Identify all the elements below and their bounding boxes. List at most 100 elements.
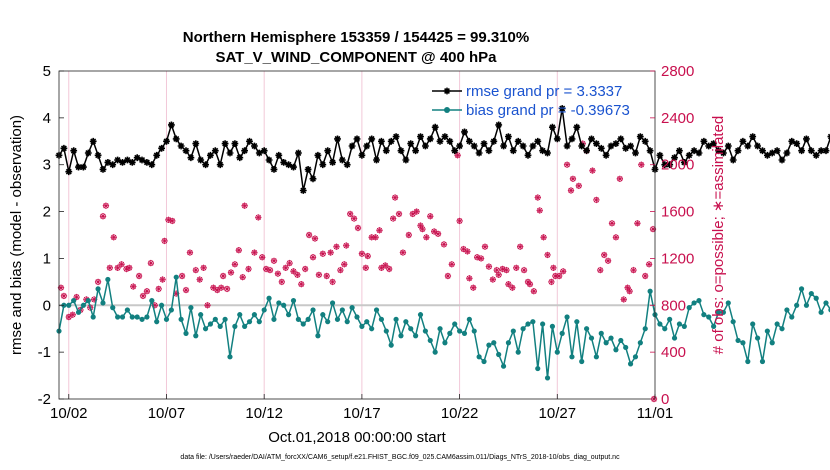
bias-marker xyxy=(271,316,277,322)
obs-assimilated-marker xyxy=(315,271,323,278)
obs-assimilated-marker xyxy=(530,288,537,295)
bias-marker xyxy=(339,307,345,313)
rmse-marker xyxy=(466,137,473,145)
rmse-marker xyxy=(700,137,708,145)
obs-assimilated-marker xyxy=(151,302,158,309)
obs-assimilated-marker xyxy=(601,251,608,259)
bias-marker xyxy=(447,330,453,336)
y-right-tick-label: 1600 xyxy=(661,204,694,221)
bias-marker xyxy=(163,316,170,322)
rmse-marker xyxy=(324,147,332,155)
legend: rmse grand pr = 3.3337 bias grand pr = -… xyxy=(432,83,630,119)
bias-marker xyxy=(554,349,560,355)
rmse-marker xyxy=(285,161,292,169)
bias-marker xyxy=(329,300,336,306)
obs-assimilated-marker xyxy=(319,250,326,257)
obs-assimilated-marker xyxy=(282,264,289,271)
bias-marker xyxy=(310,307,316,313)
obs-assimilated-marker xyxy=(241,202,248,209)
bias-marker xyxy=(349,305,355,311)
bias-marker xyxy=(237,312,243,318)
obs-assimilated-marker xyxy=(343,242,350,249)
bias-marker xyxy=(525,321,531,327)
legend-bias-marker xyxy=(444,107,450,113)
rmse-marker xyxy=(602,151,610,159)
obs-assimilated-marker xyxy=(102,202,110,209)
obs-assimilated-marker xyxy=(509,284,516,291)
rmse-marker xyxy=(617,135,625,143)
rmse-marker xyxy=(553,135,561,143)
bias-marker xyxy=(344,319,350,325)
bias-marker xyxy=(207,321,214,327)
obs-assimilated-marker xyxy=(245,265,252,273)
obs-assimilated-marker xyxy=(536,207,543,214)
rmse-marker xyxy=(812,151,820,159)
rmse-marker xyxy=(422,142,429,150)
rmse-marker xyxy=(558,105,566,112)
obs-assimilated-marker xyxy=(274,270,282,277)
obs-assimilated-marker xyxy=(192,266,199,274)
rmse-marker xyxy=(739,137,747,145)
bias-marker xyxy=(373,307,380,313)
rmse-marker xyxy=(509,147,517,155)
obs-assimilated-marker xyxy=(604,257,612,264)
obs-assimilated-marker xyxy=(548,278,555,286)
rmse-marker xyxy=(778,156,786,164)
rmse-marker xyxy=(544,149,551,157)
rmse-marker xyxy=(690,147,698,155)
bias-marker xyxy=(398,333,404,339)
bias-marker xyxy=(691,300,697,306)
rmse-marker xyxy=(514,137,522,145)
rmse-marker xyxy=(168,121,175,129)
rmse-marker xyxy=(768,149,776,157)
obs-assimilated-marker xyxy=(456,217,463,225)
bias-marker xyxy=(119,314,126,320)
obs-assimilated-marker xyxy=(517,243,524,250)
rmse-marker xyxy=(436,137,444,145)
rmse-marker xyxy=(231,140,239,147)
rmse-marker xyxy=(65,168,73,176)
rmse-marker xyxy=(729,156,737,164)
bias-marker xyxy=(471,328,477,334)
bias-marker xyxy=(505,340,512,346)
rmse-marker xyxy=(314,151,322,159)
rmse-marker xyxy=(495,121,503,129)
rmse-marker xyxy=(793,140,801,147)
obs-assimilated-marker xyxy=(57,284,65,291)
rmse-marker xyxy=(255,149,263,157)
obs-assimilated-marker xyxy=(286,259,293,267)
bias-marker xyxy=(393,316,399,322)
rmse-marker xyxy=(773,147,781,155)
bias-marker xyxy=(706,314,712,320)
bias-marker xyxy=(642,326,648,332)
rmse-marker xyxy=(680,159,688,166)
obs-assimilated-marker xyxy=(395,210,403,218)
rmse-marker xyxy=(192,140,200,147)
bias-marker xyxy=(662,326,668,332)
obs-assimilated-marker xyxy=(597,266,604,274)
obs-assimilated-marker xyxy=(485,263,493,270)
bias-marker xyxy=(290,298,297,304)
bias-marker xyxy=(789,314,795,320)
bias-marker xyxy=(173,274,179,280)
obs-assimilated-marker xyxy=(362,264,369,271)
obs-assimilated-marker xyxy=(266,266,274,274)
bias-marker xyxy=(80,302,87,308)
rmse-marker xyxy=(720,149,727,157)
bias-marker xyxy=(256,319,262,325)
rmse-marker xyxy=(749,133,757,140)
rmse-marker xyxy=(632,149,639,157)
rmse-marker xyxy=(402,156,410,164)
rmse-marker xyxy=(251,142,258,150)
obs-assimilated-marker xyxy=(505,281,512,288)
rmse-marker xyxy=(187,154,195,162)
rmse-marker xyxy=(549,123,556,131)
rmse-marker xyxy=(89,137,97,145)
bias-marker xyxy=(779,326,785,332)
obs-assimilated-marker xyxy=(391,194,399,201)
bias-marker xyxy=(305,316,311,322)
obs-assimilated-marker xyxy=(91,296,98,303)
bias-marker xyxy=(222,316,228,322)
rmse-marker xyxy=(407,140,415,147)
rmse-marker xyxy=(343,161,351,169)
